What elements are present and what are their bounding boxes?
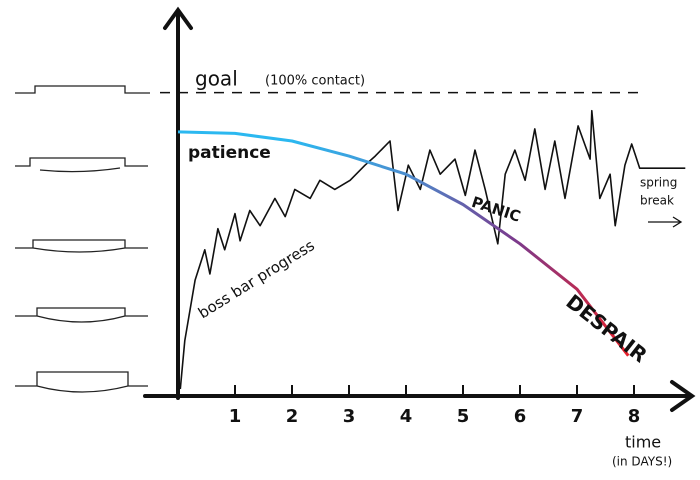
sketch-bar bbox=[15, 307, 148, 323]
sketch-bar bbox=[15, 239, 148, 253]
boss-bar-sketches bbox=[15, 85, 150, 393]
series-label: patience bbox=[188, 143, 271, 163]
series-line bbox=[179, 109, 686, 390]
x-axis bbox=[143, 380, 696, 412]
annotation: PANIC bbox=[469, 193, 522, 226]
annotation: DESPAIR bbox=[562, 289, 652, 367]
sketch-bar bbox=[15, 85, 150, 94]
annotation: spring bbox=[640, 176, 677, 190]
series-line bbox=[177, 130, 630, 357]
x-tick-label: 7 bbox=[571, 406, 584, 427]
sketch-bar bbox=[15, 157, 148, 173]
x-axis-label: time bbox=[625, 433, 661, 452]
goal-label: goal bbox=[195, 67, 238, 91]
sketch-bar bbox=[15, 371, 148, 393]
x-tick-label: 2 bbox=[286, 406, 299, 427]
annotation: break bbox=[640, 194, 674, 208]
x-tick-label: 1 bbox=[229, 406, 242, 427]
x-axis-note: (in DAYS!) bbox=[612, 455, 672, 469]
x-tick-label: 8 bbox=[628, 406, 641, 427]
annotation-arrow bbox=[648, 216, 683, 228]
x-tick-label: 5 bbox=[457, 406, 470, 427]
x-tick-label: 3 bbox=[343, 406, 356, 427]
goal-note: (100% contact) bbox=[265, 74, 365, 89]
series-label: boss bar progress bbox=[195, 236, 318, 322]
x-tick-label: 6 bbox=[514, 406, 527, 427]
x-tick-label: 4 bbox=[400, 406, 413, 427]
y-axis bbox=[163, 6, 193, 400]
